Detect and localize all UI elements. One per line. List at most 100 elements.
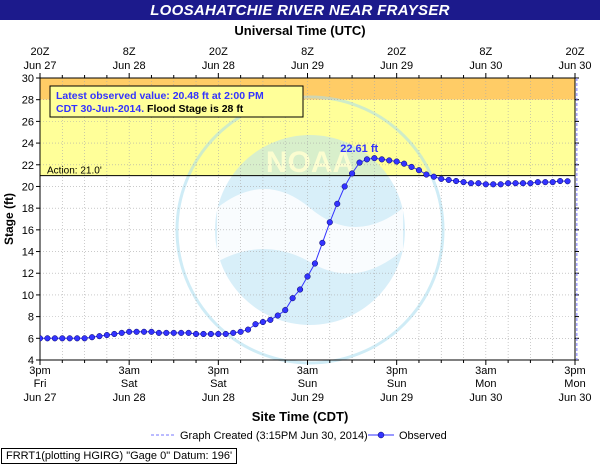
y-tick-label: 30 bbox=[22, 73, 34, 85]
x-tick-date: Jun 30 bbox=[469, 392, 502, 404]
x-tick-time: 3pm bbox=[29, 365, 50, 377]
observed-point bbox=[111, 330, 118, 338]
x-axis-title: Site Time (CDT) bbox=[252, 409, 349, 424]
observed-point bbox=[245, 326, 252, 333]
observed-point bbox=[282, 307, 289, 314]
peak-label: 22.61 ft bbox=[340, 143, 378, 155]
observed-point bbox=[311, 260, 318, 267]
top-tick-date: Jun 30 bbox=[558, 60, 591, 72]
latest-value-box: Latest observed value: 20.48 ft at 2:00 … bbox=[49, 85, 304, 118]
observed-point bbox=[289, 295, 296, 302]
latest-value-date: CDT 30-Jun-2014. bbox=[56, 103, 144, 115]
y-tick-label: 12 bbox=[22, 268, 34, 280]
observed-point bbox=[534, 179, 541, 186]
observed-point bbox=[512, 180, 519, 187]
top-tick-date: Jun 29 bbox=[380, 60, 413, 72]
observed-point bbox=[527, 180, 534, 187]
action-stage-line: Action: 21.0' bbox=[40, 166, 575, 177]
x-tick-day: Sun bbox=[298, 378, 318, 390]
observed-point bbox=[334, 200, 341, 207]
y-tick-label: 16 bbox=[22, 225, 34, 237]
observed-point bbox=[222, 330, 229, 338]
observed-point bbox=[207, 330, 214, 338]
observed-point bbox=[438, 175, 445, 182]
y-tick-label: 26 bbox=[22, 116, 34, 128]
legend-observed: Observed bbox=[399, 430, 447, 442]
x-tick-time: 3pm bbox=[208, 365, 229, 377]
x-tick-date: Jun 28 bbox=[202, 392, 235, 404]
svg-text:CDT 30-Jun-2014. Flood Stage i: CDT 30-Jun-2014. Flood Stage is 28 ft bbox=[56, 103, 244, 115]
observed-point bbox=[445, 176, 452, 184]
top-tick-date: Jun 27 bbox=[23, 60, 56, 72]
top-tick-time: 8Z bbox=[123, 46, 136, 58]
top-tick-time: 8Z bbox=[301, 46, 314, 58]
observed-point bbox=[178, 329, 185, 336]
y-tick-label: 28 bbox=[22, 95, 34, 107]
observed-point bbox=[356, 159, 363, 166]
observed-point bbox=[386, 157, 393, 164]
observed-point bbox=[237, 328, 244, 335]
observed-point bbox=[460, 179, 467, 186]
observed-point bbox=[81, 335, 88, 342]
observed-point bbox=[482, 181, 489, 188]
x-tick-day: Sat bbox=[210, 378, 227, 390]
y-tick-label: 18 bbox=[22, 203, 34, 215]
x-tick-day: Fri bbox=[34, 378, 47, 390]
observed-point bbox=[393, 158, 400, 165]
x-tick-date: Jun 28 bbox=[113, 392, 146, 404]
y-axis: 4 6 8 10 12 14 16 18 20 22 24 26 28 30 bbox=[22, 73, 579, 367]
observed-point bbox=[490, 181, 497, 188]
observed-point bbox=[215, 330, 222, 338]
observed-point bbox=[363, 156, 370, 163]
observed-point bbox=[185, 329, 192, 336]
y-tick-label: 20 bbox=[22, 181, 34, 193]
observed-point bbox=[274, 312, 281, 319]
y-tick-label: 14 bbox=[22, 247, 34, 259]
top-tick-date: Jun 29 bbox=[291, 60, 324, 72]
observed-point bbox=[341, 183, 348, 190]
chart-title: LOOSAHATCHIE RIVER NEAR FRAYSER bbox=[0, 0, 600, 20]
observed-point bbox=[557, 177, 564, 185]
observed-point bbox=[163, 329, 170, 336]
datum-footer: FRRT1(plotting HGIRG) "Gage 0" Datum: 19… bbox=[1, 448, 238, 464]
observed-point bbox=[96, 333, 103, 340]
y-tick-label: 6 bbox=[28, 333, 34, 345]
observed-point bbox=[170, 329, 177, 336]
observed-point bbox=[252, 321, 259, 328]
observed-point bbox=[467, 180, 475, 187]
y-axis-title: Stage (ft) bbox=[2, 193, 16, 245]
observed-point bbox=[200, 330, 207, 338]
y-tick-label: 24 bbox=[22, 138, 34, 150]
x-tick-date: Jun 29 bbox=[291, 392, 324, 404]
observed-point bbox=[415, 167, 423, 174]
top-tick-time: 20Z bbox=[566, 46, 585, 58]
top-tick-time: 8Z bbox=[479, 46, 492, 58]
observed-point bbox=[564, 178, 571, 185]
top-utc-axis: 20Z Jun 27 8Z Jun 28 20Z Jun 28 8Z Jun 29 20Z Jun… bbox=[23, 46, 592, 78]
observed-point bbox=[326, 219, 333, 226]
observed-point bbox=[408, 163, 415, 170]
observed-point bbox=[453, 177, 460, 185]
observed-point bbox=[267, 316, 274, 323]
x-tick-time: 3pm bbox=[564, 365, 585, 377]
observed-point bbox=[59, 335, 66, 342]
hydrograph-chart: NOAA Action: 21.0' 4 6 8 10 12 14 16 18 20 22 24 26… bbox=[2, 23, 592, 442]
observed-point bbox=[155, 329, 162, 336]
y-tick-label: 8 bbox=[28, 312, 34, 324]
y-tick-label: 4 bbox=[28, 355, 34, 367]
observed-point bbox=[430, 173, 437, 180]
x-tick-date: Jun 30 bbox=[558, 392, 591, 404]
observed-point bbox=[259, 318, 266, 326]
legend: Graph Created (3:15PM Jun 30, 2014) Obse… bbox=[151, 430, 447, 442]
x-tick-day: Mon bbox=[564, 378, 585, 390]
observed-point bbox=[44, 335, 51, 342]
svg-text:NOAA: NOAA bbox=[266, 146, 354, 179]
observed-point bbox=[133, 328, 140, 335]
observed-point bbox=[66, 335, 73, 342]
top-tick-time: 20Z bbox=[31, 46, 50, 58]
y-tick-label: 10 bbox=[22, 290, 34, 302]
observed-point bbox=[505, 180, 512, 187]
x-tick-date: Jun 27 bbox=[23, 392, 56, 404]
observed-point bbox=[126, 328, 133, 335]
